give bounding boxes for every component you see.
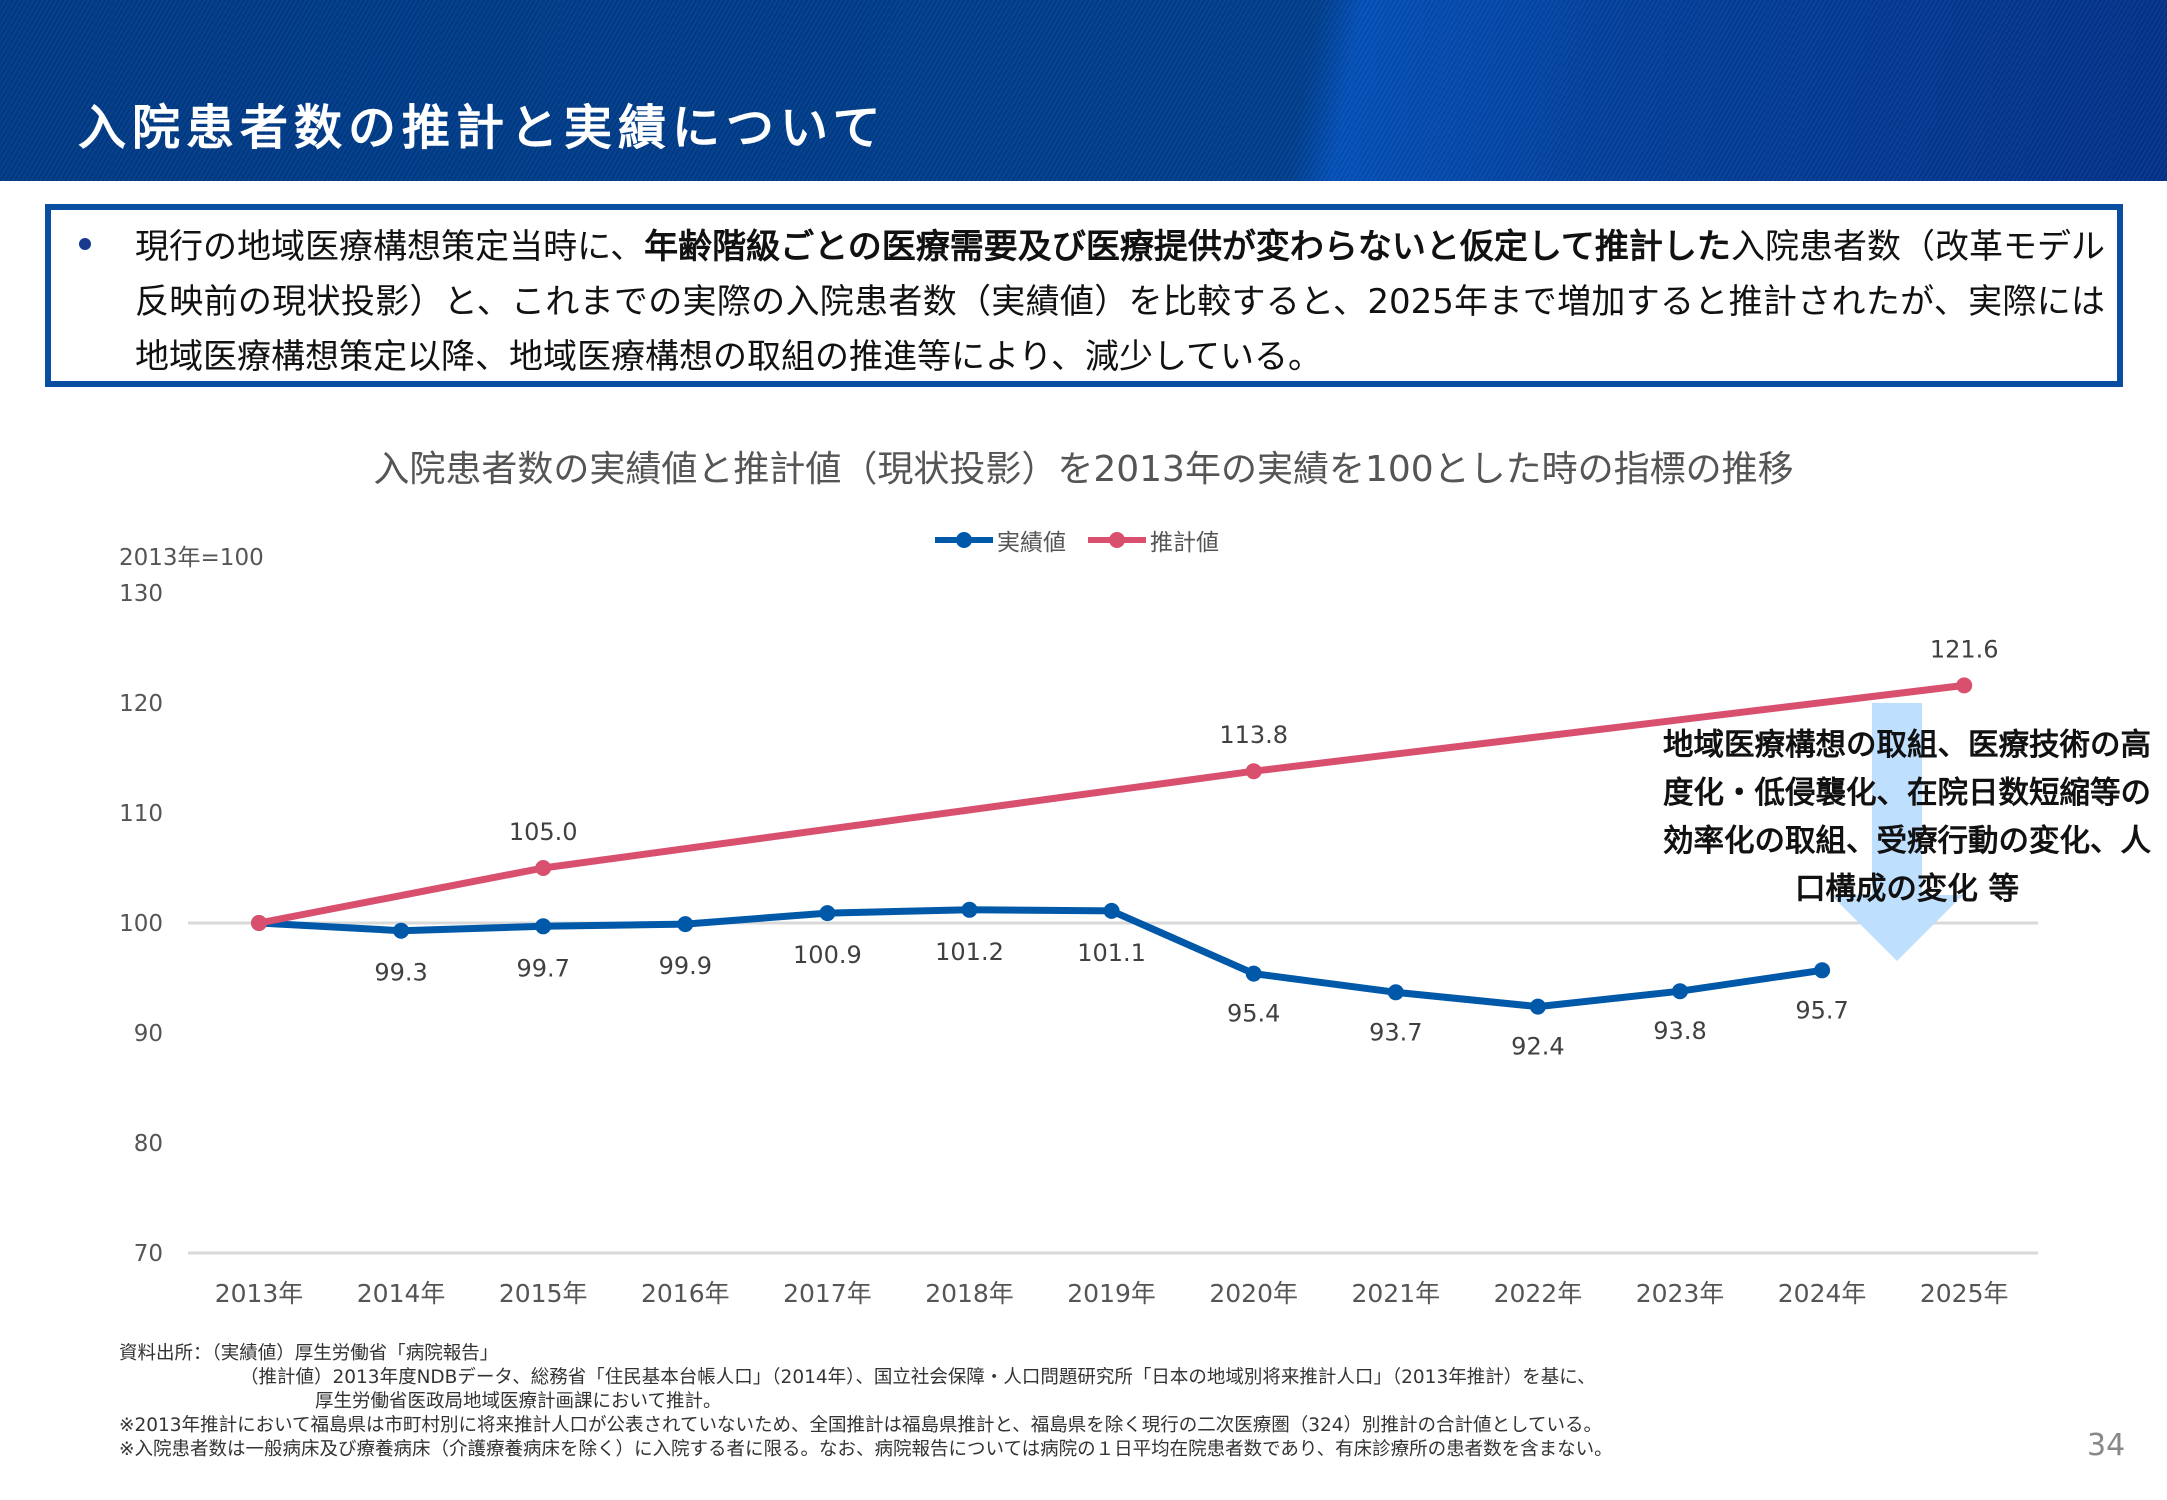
y-tick-label: 100: [119, 911, 163, 937]
data-point-actual: [819, 905, 836, 922]
sources-notes: 資料出所：（実績値）厚生労働省「病院報告」 （推計値）2013年度NDBデータ、…: [119, 1342, 1613, 1462]
series-lines: [251, 677, 1973, 1015]
annotation-text: 地域医療構想の取組、医療技術の高度化・低侵襲化、在院日数短縮等の効率化の取組、受…: [1663, 728, 2151, 907]
x-tick-label: 2020年: [1209, 1279, 1298, 1308]
header-banner: 入院患者数の推計と実績について: [0, 0, 2167, 181]
data-label-actual: 101.1: [1077, 939, 1146, 967]
source-line-estimate: （推計値）2013年度NDBデータ、総務省「住民基本台帳人口」（2014年）、国…: [240, 1367, 1596, 1388]
x-tick-label: 2021年: [1351, 1279, 1440, 1308]
bullet-icon: [79, 238, 91, 250]
y-tick-label: 90: [134, 1021, 163, 1047]
page-number: 34: [2087, 1428, 2126, 1463]
x-axis-ticks: 2013年 2014年 2015年 2016年 2017年 2018年 2019年 2020年…: [215, 1279, 2009, 1308]
chart-title: 入院患者数の実績値と推計値（現状投影）を2013年の実績を100とした時の指標の…: [373, 449, 1794, 490]
x-tick-label: 2018年: [925, 1279, 1014, 1308]
data-label-actual: 95.7: [1795, 996, 1848, 1024]
data-point-actual: [961, 901, 978, 918]
data-label-actual: 99.9: [659, 952, 712, 980]
data-label-estimate: 113.8: [1219, 721, 1288, 749]
data-point-actual: [1814, 962, 1831, 979]
data-label-estimate: 121.6: [1930, 635, 1999, 663]
x-tick-label: 2024年: [1778, 1279, 1867, 1308]
x-tick-label: 2022年: [1494, 1279, 1583, 1308]
data-point-actual: [1672, 983, 1688, 1000]
x-tick-label: 2017年: [783, 1279, 872, 1308]
source-line-estimate-cont: 厚生労働省医政局地域医療計画課において推計。: [315, 1391, 722, 1412]
data-point-actual: [1387, 984, 1404, 1001]
x-tick-label: 2014年: [357, 1279, 446, 1308]
y-tick-label: 130: [119, 581, 163, 607]
note-inpatients: ※入院患者数は一般病床及び療養病床（介護療養病床を除く）に入院する者に限る。なお…: [119, 1439, 1613, 1460]
page-title: 入院患者数の推計と実績について: [78, 100, 887, 156]
data-point-actual: [677, 916, 694, 933]
data-label-actual: 93.8: [1653, 1017, 1706, 1045]
y-tick-label: 70: [134, 1241, 163, 1267]
y-tick-label: 120: [119, 691, 163, 717]
x-tick-label: 2016年: [641, 1279, 730, 1308]
data-point-estimate: [1956, 677, 1973, 694]
data-label-actual: 92.4: [1511, 1033, 1564, 1061]
data-label-actual: 99.3: [374, 959, 427, 987]
summary-text: 現行の地域医療構想策定当時に、年齢階級ごとの医療需要及び医療提供が変わらないと仮…: [135, 220, 2105, 385]
legend-item-estimate: 推計値: [1088, 523, 1219, 557]
data-label-estimate: 105.0: [509, 818, 578, 846]
data-label-actual: 99.7: [516, 954, 569, 982]
down-arrow-group: [1831, 703, 1963, 961]
data-point-actual: [1529, 998, 1546, 1015]
summary-text-before: 現行の地域医療構想策定当時に、: [135, 227, 645, 267]
gridlines: [188, 921, 2038, 1255]
x-tick-label: 2019年: [1067, 1279, 1156, 1308]
data-point-actual: [1245, 965, 1262, 982]
note-fukushima: ※2013年推計において福島県は市町村別に将来推計人口が公表されていないため、全…: [119, 1415, 1602, 1436]
data-point-actual: [535, 918, 552, 935]
chart-legend: 実績値 推計値: [935, 522, 1241, 558]
summary-text-after: 入院患者数（改革モデル反映前の現状投影）と、これまでの実際の入院患者数（実績値）…: [135, 227, 2106, 377]
legend-label-actual: 実績値: [997, 530, 1066, 556]
x-tick-label: 2023年: [1636, 1279, 1725, 1308]
x-tick-label: 2013年: [215, 1279, 304, 1308]
series-line-actual: [258, 906, 1823, 1011]
y-tick-label: 80: [134, 1131, 163, 1157]
legend-item-actual: 実績値: [935, 523, 1066, 557]
legend-line-marker-icon: [1088, 532, 1146, 548]
source-line-actual: 資料出所：（実績値）厚生労働省「病院報告」: [119, 1343, 499, 1364]
data-label-actual: 95.4: [1227, 1000, 1280, 1028]
y-tick-label: 110: [119, 801, 163, 827]
summary-text-bold: 年齢階級ごとの医療需要及び医療提供が変わらないと仮定して推計した: [644, 227, 1731, 267]
x-tick-label: 2025年: [1920, 1279, 2009, 1308]
data-label-actual: 101.2: [935, 938, 1004, 966]
data-label-actual: 93.7: [1369, 1018, 1422, 1046]
data-point-estimate: [1245, 763, 1262, 780]
series-line-estimate: [258, 681, 1965, 927]
y-axis-unit-label: 2013年=100: [119, 545, 264, 571]
legend-line-marker-icon: [935, 532, 993, 548]
down-arrow-icon: [1831, 703, 1963, 961]
data-point-estimate: [251, 915, 267, 931]
data-label-actual: 100.9: [793, 941, 862, 969]
legend-label-estimate: 推計値: [1150, 530, 1219, 556]
summary-box: 現行の地域医療構想策定当時に、年齢階級ごとの医療需要及び医療提供が変わらないと仮…: [45, 204, 2123, 387]
y-axis-ticks: 70 80 90 100 110 120 130: [119, 581, 163, 1267]
data-point-actual: [393, 922, 410, 939]
data-point-estimate: [535, 860, 552, 876]
data-labels: 99.3 99.7 99.9 100.9 101.2 101.1 95.4 93.7 92.4 9…: [374, 635, 1998, 1060]
x-tick-label: 2015年: [499, 1279, 588, 1308]
data-point-actual: [1103, 902, 1120, 919]
